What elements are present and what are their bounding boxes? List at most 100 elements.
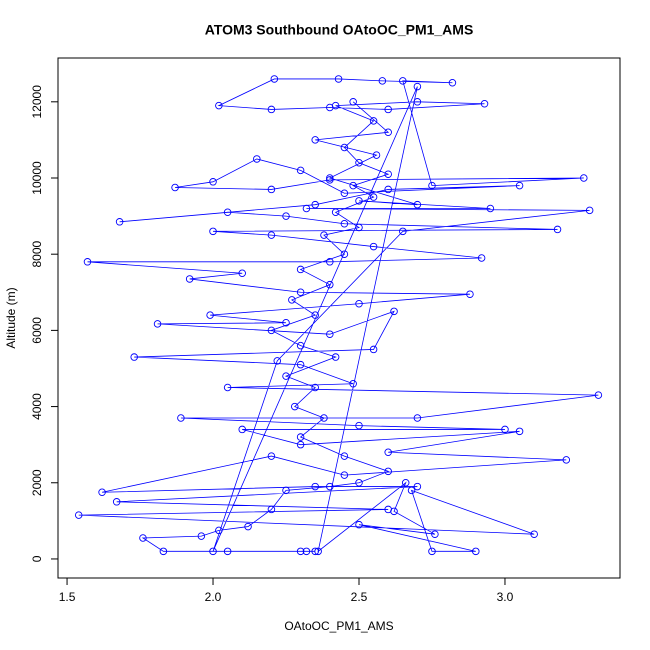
point [585,206,594,215]
plot-frame [57,57,621,579]
point [98,488,106,497]
x-tick-label: 3.0 [497,590,514,604]
point [267,231,276,239]
point [340,250,349,258]
point [369,345,378,354]
point [320,414,328,422]
point [311,200,319,209]
x-tick-label: 1.5 [59,590,76,604]
point [112,498,121,506]
point [320,231,328,239]
point [311,383,319,392]
point [413,200,422,209]
y-tick-label: 4000 [30,393,44,420]
point [472,547,480,556]
point [501,425,509,434]
point [369,193,378,201]
point [349,181,357,190]
point [153,320,162,328]
y-tick-label: 10000 [30,161,44,195]
point [130,353,138,361]
point [314,547,322,556]
point [355,159,363,167]
point [515,181,524,190]
point [296,360,305,369]
point [326,174,334,182]
point [349,98,357,106]
point [267,105,276,114]
point [340,471,349,479]
point [282,372,290,380]
point [197,532,206,540]
point [340,189,349,197]
point [477,254,486,262]
point [431,530,439,538]
point [326,258,334,266]
point [384,467,392,476]
point [384,185,392,194]
point [282,212,290,220]
point [355,421,363,430]
point [340,143,349,152]
point [267,452,276,460]
point [326,103,334,112]
point [413,98,422,106]
point [253,155,261,163]
point [209,178,217,186]
point [288,296,296,304]
point [428,547,436,556]
point [273,357,282,365]
point [223,547,232,556]
point [159,547,168,556]
point [244,522,252,531]
point [267,326,276,335]
y-axis-label: Altitude (m) [4,287,18,348]
point [215,526,223,535]
point [326,482,334,491]
point [296,166,305,175]
point [369,117,378,125]
y-tick-label: 12000 [30,85,44,119]
point [384,170,392,178]
point [311,547,319,556]
point [369,242,378,251]
point [296,440,305,449]
point [223,383,232,392]
point [209,547,217,556]
point [355,479,363,487]
point [139,534,147,542]
point [270,75,279,83]
point [378,77,387,85]
point [594,391,603,399]
point [372,151,381,159]
point [334,75,343,83]
point [331,208,340,217]
point [326,330,334,338]
point [326,176,334,184]
point [291,402,299,411]
series-line [78,78,599,553]
x-tick-label: 2.0 [205,590,222,604]
point [580,174,588,182]
point [355,197,363,205]
point [355,223,363,232]
point [515,427,524,436]
y-tick-label: 2000 [30,469,44,496]
point [340,452,349,460]
chart-title: ATOM3 Southbound OAtoOC_PM1_AMS [205,22,474,38]
point [282,319,290,327]
point [296,433,305,441]
point [562,456,571,464]
point [296,265,305,274]
point [206,311,214,319]
point [428,181,436,190]
point [390,307,398,316]
point [311,311,319,319]
point [355,299,363,308]
point [355,520,363,529]
point [448,79,457,87]
point [215,101,223,110]
point [267,505,276,514]
point [296,288,305,297]
point [282,486,290,495]
